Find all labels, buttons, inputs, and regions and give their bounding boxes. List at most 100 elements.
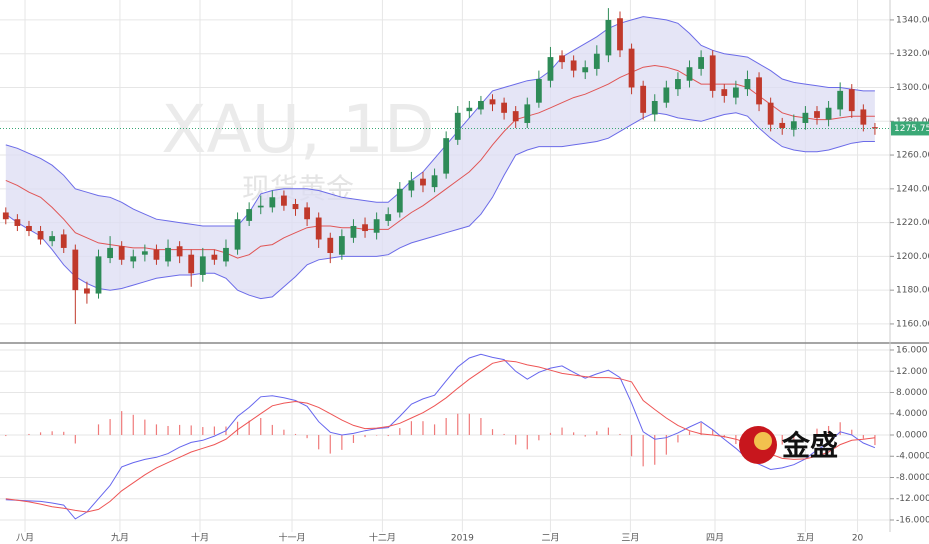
candle-body (860, 109, 867, 125)
candle-body (802, 112, 809, 123)
y-tick-label: 1300.00 (896, 83, 929, 93)
x-tick-label: 2019 (451, 534, 474, 544)
band-upper (5, 16, 875, 227)
band-middle (5, 64, 875, 259)
macd-line (5, 360, 875, 513)
candle-body (605, 19, 612, 56)
candle-body (663, 87, 670, 103)
x-tick-label: 二月 (541, 533, 559, 544)
candle-body (466, 107, 473, 112)
candle-body (396, 188, 403, 213)
candle-body (559, 55, 565, 63)
candle-body (443, 138, 450, 174)
candle-body (698, 57, 705, 69)
candle-body (848, 89, 855, 112)
y-tick-label: 1240.00 (896, 184, 929, 194)
candle-body (675, 79, 681, 90)
candle-body (315, 217, 322, 240)
candle-body (454, 112, 461, 140)
x-tick-label: 四月 (706, 533, 724, 544)
candle-body (385, 214, 392, 221)
candle-body (535, 79, 542, 103)
candle-body (257, 205, 264, 208)
candle-body (165, 247, 171, 262)
candle-body (188, 254, 195, 274)
x-tick-label: 十一月 (279, 532, 306, 544)
candle-body (420, 178, 426, 186)
candle-body (767, 102, 774, 125)
y-tick-label: 1200.00 (896, 252, 929, 262)
logo-inner (754, 432, 772, 450)
candle-body (211, 254, 218, 260)
candle-body (350, 225, 357, 238)
logo: 金盛 (739, 426, 838, 464)
candle-body (281, 195, 287, 206)
candle-body (744, 79, 751, 90)
candle-body (582, 67, 589, 73)
x-tick-label: 20 (852, 534, 864, 544)
x-tick-label: 三月 (621, 533, 639, 544)
candle-body (547, 57, 554, 81)
y-tick-label: 8.0000 (896, 388, 928, 398)
candle-body (779, 122, 786, 129)
y-tick-label: 0.0000 (896, 430, 928, 440)
candle-body (825, 107, 832, 120)
candle-body (489, 99, 496, 105)
candle-body (60, 234, 67, 248)
candle-body (14, 219, 21, 226)
candle-body (732, 87, 739, 98)
axis-layer: 1160.00 1180.00 1200.00 1220.00 1240.00 1260.… (16, 15, 929, 544)
candle-body (593, 53, 600, 69)
candle-body (628, 48, 635, 88)
candle-body (246, 209, 253, 221)
candle-body (837, 90, 844, 110)
candle-body (651, 100, 658, 115)
watermark-symbol: XAU, 1D (161, 91, 434, 168)
candle-body (84, 288, 90, 294)
candle-body (72, 249, 79, 291)
candle-body (2, 212, 9, 220)
candle-body (790, 121, 797, 130)
candle-body (141, 251, 148, 255)
candle-body (501, 102, 507, 113)
x-tick-label: 十二月 (369, 532, 396, 544)
candle-body (640, 85, 647, 113)
band-lower (5, 112, 875, 300)
x-tick-label: 五月 (796, 533, 814, 544)
candle-body (153, 249, 160, 260)
candle-body (524, 104, 531, 123)
y-tick-label: -4.0000 (896, 452, 929, 462)
x-tick-label: 九月 (111, 533, 129, 544)
y-tick-label: 16.000 (896, 346, 928, 356)
candle-body (130, 256, 137, 262)
y-tick-label: -8.0000 (896, 473, 929, 483)
band-fill (5, 16, 875, 299)
candle-body (570, 60, 577, 71)
candle-body (478, 100, 484, 110)
x-tick-label: 十月 (191, 532, 209, 544)
candle-body (709, 55, 716, 91)
candle-body (338, 236, 345, 255)
plot-layer (0, 8, 890, 520)
y-tick-label: 1260.00 (896, 151, 929, 161)
y-tick-label: 1160.00 (896, 319, 929, 329)
candle-body (49, 236, 56, 242)
candle-body (37, 231, 44, 240)
candle-body (362, 224, 368, 232)
candle-body (176, 246, 183, 257)
candle-body (408, 180, 415, 191)
candle-body (686, 67, 693, 81)
last-price-box (891, 121, 929, 136)
macd-line (5, 353, 876, 520)
candle-body (107, 247, 113, 259)
y-tick-label: 1180.00 (896, 286, 929, 296)
candle-body (95, 256, 102, 294)
logo-text: 金盛 (781, 429, 838, 462)
candle-body (872, 127, 878, 129)
candle-body (199, 256, 206, 275)
y-tick-label: 12.000 (896, 367, 928, 377)
candle-body (756, 77, 762, 105)
y-tick-label: -16.000 (896, 515, 929, 525)
candle-body (431, 175, 438, 188)
candle-body (26, 225, 32, 232)
